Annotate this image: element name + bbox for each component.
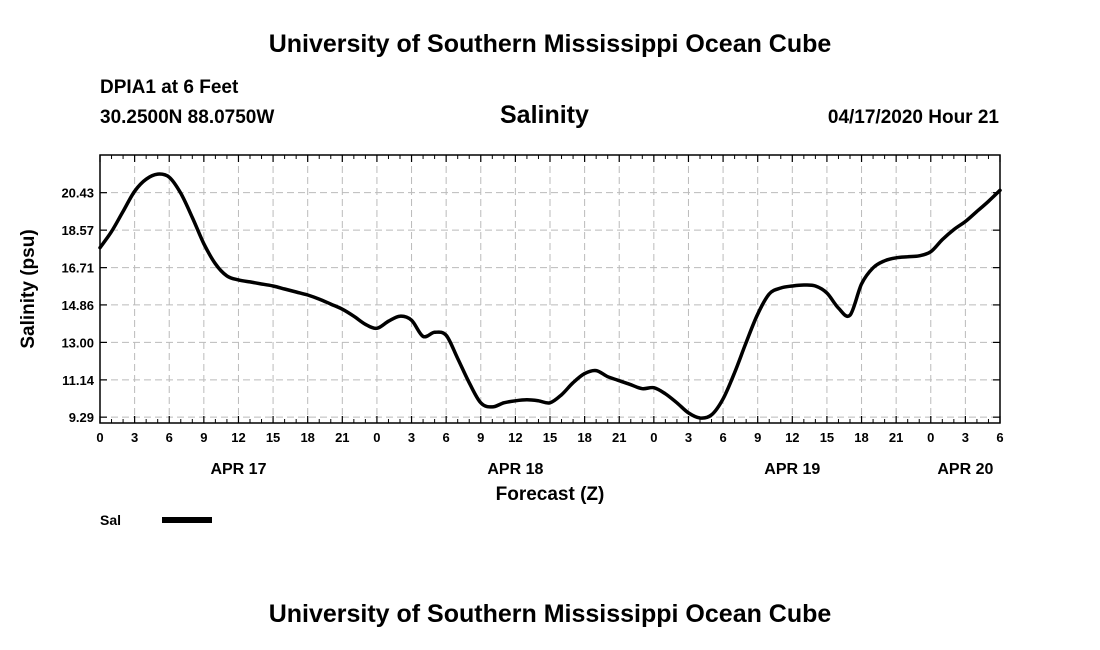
x-tick-label: 18 <box>300 430 314 445</box>
x-tick-label: 6 <box>166 430 173 445</box>
x-tick-label: 18 <box>577 430 591 445</box>
x-tick-label: 9 <box>477 430 484 445</box>
x-tick-label: 3 <box>685 430 692 445</box>
y-tick-label: 9.29 <box>69 410 94 425</box>
x-tick-label: 12 <box>231 430 245 445</box>
axis-ticks <box>99 155 1001 423</box>
x-tick-label: 15 <box>820 430 834 445</box>
x-tick-label: 18 <box>854 430 868 445</box>
x-tick-label: 9 <box>754 430 761 445</box>
x-tick-label: 6 <box>443 430 450 445</box>
footer-title: University of Southern Mississippi Ocean… <box>268 600 832 628</box>
x-tick-label: 6 <box>996 430 1003 445</box>
x-tick-label: 0 <box>927 430 934 445</box>
x-tick-label: 3 <box>131 430 138 445</box>
y-tick-label: 16.71 <box>61 261 94 276</box>
x-tick-label: 21 <box>612 430 626 445</box>
axis-labels: 9.29 11.14 13.00 14.86 16.71 18.57 20.43 0 3 6 9 12… <box>61 186 1003 478</box>
x-axis-label: Forecast (Z) <box>496 484 605 505</box>
forecast-issued-time: 04/17/2020 Hour 21 <box>827 107 999 128</box>
y-tick-label: 11.14 <box>62 373 95 388</box>
x-tick-label: 15 <box>266 430 280 445</box>
y-tick-label: 18.57 <box>61 223 94 238</box>
y-tick-label: 20.43 <box>61 186 94 201</box>
x-tick-label: 21 <box>889 430 903 445</box>
x-tick-label: 0 <box>96 430 103 445</box>
legend-series-label: Sal <box>100 512 121 528</box>
date-label: APR 19 <box>764 461 820 478</box>
x-tick-label: 3 <box>962 430 969 445</box>
station-label: DPIA1 at 6 Feet <box>100 77 239 98</box>
chart-title: Salinity <box>500 101 589 129</box>
x-tick-label: 3 <box>408 430 415 445</box>
page-title: University of Southern Mississippi Ocean… <box>268 30 832 58</box>
salinity-series-line <box>98 172 1002 420</box>
y-axis-label: Salinity (psu) <box>18 229 39 348</box>
x-tick-label: 15 <box>543 430 557 445</box>
date-label: APR 17 <box>210 461 266 478</box>
station-coordinates: 30.2500N 88.0750W <box>100 107 275 128</box>
x-tick-label: 9 <box>200 430 207 445</box>
x-tick-label: 12 <box>785 430 799 445</box>
date-label: APR 20 <box>937 461 993 478</box>
y-tick-label: 14.86 <box>61 298 94 313</box>
x-tick-label: 12 <box>508 430 522 445</box>
y-tick-label: 13.00 <box>61 335 94 350</box>
x-tick-label: 0 <box>650 430 657 445</box>
x-tick-label: 6 <box>719 430 726 445</box>
x-tick-label: 21 <box>335 430 349 445</box>
x-tick-label: 0 <box>373 430 380 445</box>
date-label: APR 18 <box>487 461 543 478</box>
chart-grid <box>100 155 1000 423</box>
